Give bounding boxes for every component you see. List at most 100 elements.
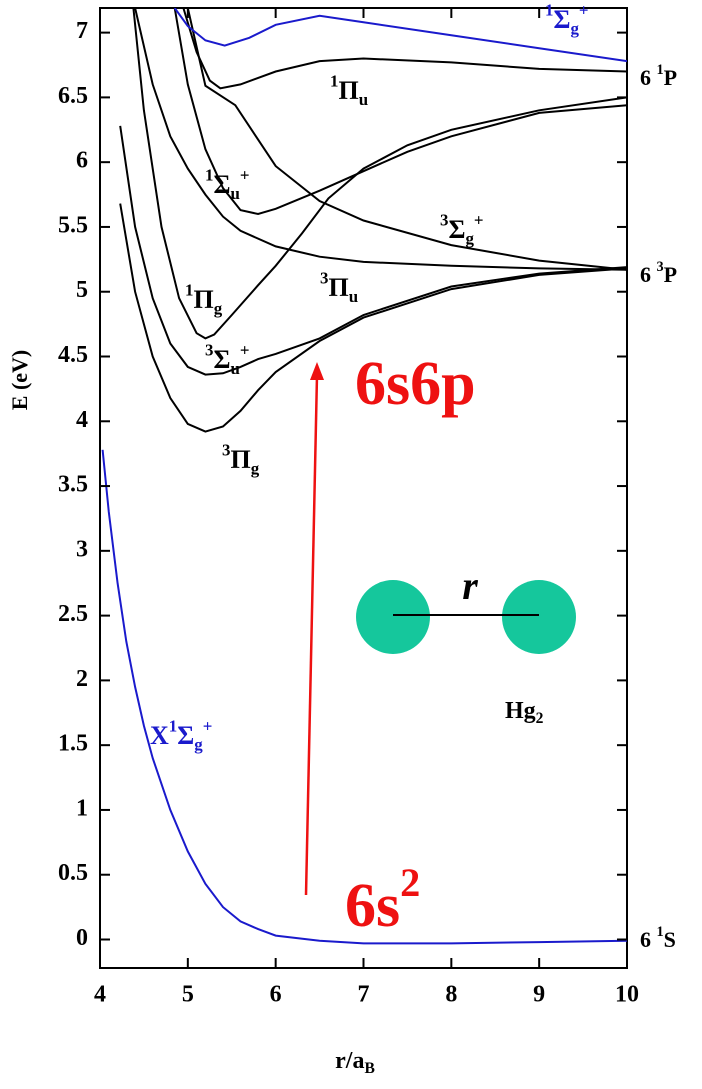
y-tick-label: 5.5 (58, 212, 88, 238)
asymptote-label-part: 3 (657, 259, 664, 275)
asymptote-label-part: 1 (657, 62, 664, 78)
curve (173, 8, 627, 63)
curve-label-part: Π (328, 273, 348, 302)
y-tick-label: 0.5 (58, 860, 88, 886)
arrow-head (310, 362, 324, 380)
y-tick-label: 3.5 (58, 472, 88, 498)
x-axis-label-part: r/a (335, 1048, 364, 1074)
molecule-label-part: Hg (505, 698, 536, 724)
curve-label: 3Σg+ (440, 210, 484, 247)
y-tick-label: 3 (76, 536, 88, 562)
lower-configuration-part: 6s (345, 872, 400, 940)
y-tick-label: 5 (76, 277, 88, 303)
curve-label-part: 3 (205, 340, 213, 359)
y-tick-label: 6.5 (58, 83, 88, 109)
y-tick-label: 0 (76, 925, 88, 951)
curve-label-part: g (194, 735, 203, 754)
y-tick-label: 4 (76, 407, 88, 433)
asymptote-label-part: 6 (640, 262, 657, 287)
lower-configuration: 6s2 (345, 860, 420, 940)
curve (101, 449, 627, 945)
curve (182, 8, 627, 90)
curve-label-part: Π (230, 445, 250, 474)
asymptote-label: 6 3P (640, 259, 677, 287)
molecule-label: Hg2 (505, 698, 544, 727)
curve-label: X1Σg+ (150, 716, 212, 753)
x-tick-label: 7 (358, 982, 370, 1008)
x-axis-label-part: B (364, 1060, 374, 1077)
asymptote-label: 6 1S (640, 924, 676, 952)
curve-label-part: 1 (330, 71, 338, 90)
curve-label-part: X (150, 721, 169, 750)
curve-label-part: + (240, 165, 250, 184)
curve-label-part: 3 (440, 210, 448, 229)
y-tick-label: 7 (76, 18, 88, 44)
curve-label-part: u (359, 90, 368, 109)
curve-label-part: Π (193, 285, 213, 314)
curve (186, 8, 627, 271)
lower-configuration-part: 2 (400, 860, 420, 905)
bond-label: r (462, 563, 478, 608)
x-tick-label: 8 (445, 982, 457, 1008)
curve-label-part: 3 (320, 268, 328, 287)
curve-label: 1Σg+ (545, 0, 589, 37)
curve-label: 1Πg (185, 280, 223, 317)
curve-label-part: Π (338, 76, 358, 105)
curve-label-part: Σ (553, 5, 570, 34)
asymptote-label-part: 1 (657, 924, 664, 940)
molecule-label-part: 2 (536, 710, 544, 727)
curve-label: 1Πu (330, 71, 368, 108)
asymptote-label-part: 6 (640, 927, 657, 952)
curve-label-part: + (474, 210, 484, 229)
curve-label-part: 1 (185, 280, 193, 299)
curve-label-part: Σ (177, 721, 194, 750)
x-tick-label: 6 (270, 982, 282, 1008)
curve-label-part: u (230, 184, 239, 203)
curve (119, 203, 627, 433)
curve-label-part: 1 (545, 0, 553, 19)
curve-label-part: g (570, 19, 579, 38)
atom (356, 580, 430, 654)
asymptote-label-part: S (664, 927, 676, 952)
asymptote-label-part: P (664, 65, 677, 90)
upper-configuration: 6s6p (355, 350, 476, 418)
curve-label-part: + (579, 0, 589, 19)
curve-label-part: Σ (213, 345, 230, 374)
y-tick-label: 1 (76, 795, 88, 821)
curve-label-part: Σ (213, 170, 230, 199)
curve (134, 8, 627, 271)
curve-label-part: g (251, 459, 260, 478)
atom (502, 580, 576, 654)
curve-label-part: g (214, 299, 223, 318)
asymptote-label-part: 6 (640, 65, 657, 90)
x-tick-label: 10 (615, 982, 639, 1008)
y-tick-label: 2 (76, 666, 88, 692)
curve-label-part: + (240, 340, 250, 359)
curve (119, 125, 627, 376)
curve-label: 1Σu+ (205, 165, 249, 202)
curve-label: 3Σu+ (205, 340, 249, 377)
curve-label-part: 1 (169, 716, 177, 735)
curve-label-part: u (230, 359, 239, 378)
curve-label: 3Πu (320, 268, 358, 305)
y-tick-label: 2.5 (58, 601, 88, 627)
y-tick-label: 4.5 (58, 342, 88, 368)
y-tick-label: 6 (76, 148, 88, 174)
curve-label-part: 3 (222, 440, 230, 459)
y-axis-label: E (eV) (7, 350, 32, 410)
curve (173, 8, 627, 216)
asymptote-label: 6 1P (640, 62, 677, 90)
x-axis-label: r/aB (335, 1048, 375, 1077)
curve-label-part: 1 (205, 165, 213, 184)
transition-arrow (304, 374, 319, 896)
y-tick-label: 1.5 (58, 731, 88, 757)
curve-label-part: g (465, 229, 474, 248)
curve-label: 3Πg (222, 440, 260, 477)
curve (132, 8, 627, 340)
curve-label-part: + (203, 716, 213, 735)
x-tick-label: 9 (533, 982, 545, 1008)
asymptote-label-part: P (664, 262, 677, 287)
curves (101, 8, 627, 945)
x-tick-label: 4 (94, 982, 106, 1008)
